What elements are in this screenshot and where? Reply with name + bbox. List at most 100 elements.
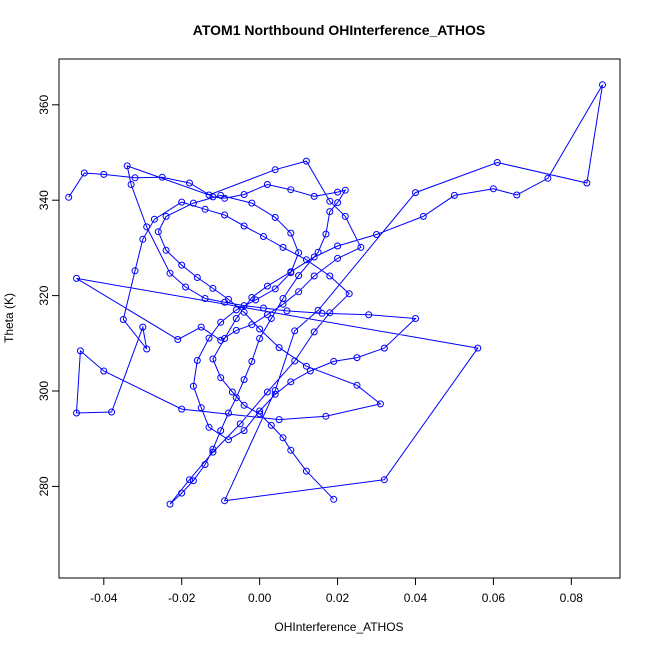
data-point: [248, 357, 256, 365]
x-tick-label: 0.06: [482, 591, 506, 605]
y-axis-label: Theta (K): [2, 293, 16, 343]
data-point: [302, 467, 310, 475]
data-point: [353, 354, 361, 362]
data-point: [256, 410, 264, 418]
data-point: [232, 326, 240, 334]
data-point: [330, 495, 338, 503]
data-point: [326, 272, 334, 280]
data-point: [287, 378, 295, 386]
data-point: [240, 427, 248, 435]
data-point: [256, 325, 264, 333]
data-point: [544, 174, 552, 182]
data-point: [143, 345, 151, 353]
data-point: [295, 249, 303, 257]
data-point: [330, 357, 338, 365]
data-point: [139, 323, 147, 331]
data-point: [322, 412, 330, 420]
data-point: [412, 189, 419, 197]
data-point: [283, 307, 291, 315]
data-point: [260, 304, 267, 312]
data-point: [334, 188, 342, 196]
data-point: [174, 336, 182, 343]
data-point: [232, 306, 240, 314]
data-point: [186, 476, 193, 484]
data-point: [209, 193, 217, 201]
data-point: [271, 285, 279, 293]
data-point: [100, 367, 108, 375]
data-point: [322, 230, 330, 238]
data-point: [225, 436, 232, 444]
data-point: [193, 274, 201, 281]
data-point: [205, 191, 213, 199]
data-point: [100, 170, 108, 178]
data-point: [365, 311, 373, 319]
data-point: [412, 315, 419, 322]
data-point: [217, 336, 225, 344]
x-tick-label: 0.02: [326, 591, 350, 605]
data-point: [599, 81, 606, 89]
data-point: [123, 162, 131, 170]
data-point: [240, 308, 248, 316]
data-point: [209, 284, 217, 292]
y-tick-label: 280: [37, 476, 51, 496]
data-point: [221, 298, 229, 306]
y-tick-label: 320: [37, 285, 51, 305]
data-point: [345, 290, 353, 298]
data-point: [186, 179, 193, 187]
data-point: [291, 327, 299, 335]
data-point: [287, 186, 295, 194]
data-point: [178, 198, 186, 206]
data-point: [256, 335, 264, 342]
x-tick-label: 0.04: [404, 591, 428, 605]
data-point: [263, 282, 271, 290]
data-point: [583, 179, 591, 187]
data-point: [197, 323, 205, 331]
data-point: [139, 235, 147, 243]
data-point: [295, 288, 303, 296]
data-point: [240, 222, 248, 230]
data-point: [326, 309, 334, 317]
data-point: [228, 388, 236, 396]
y-tick-label: 340: [37, 190, 51, 210]
data-point: [162, 212, 170, 220]
data-point: [306, 367, 314, 375]
data-point: [189, 382, 197, 390]
data-point: [263, 388, 271, 396]
data-point: [256, 407, 264, 415]
data-point: [287, 229, 295, 237]
data-point: [341, 212, 349, 220]
data-point: [158, 173, 166, 181]
data-point: [302, 256, 310, 264]
data-point: [302, 362, 310, 370]
data-point: [232, 315, 240, 322]
data-point: [326, 197, 334, 205]
data-point: [108, 408, 116, 416]
data-point: [73, 274, 80, 282]
data-point: [513, 191, 521, 199]
data-point: [279, 243, 287, 251]
data-point: [76, 347, 84, 355]
data-point: [380, 344, 388, 352]
data-point: [279, 300, 287, 308]
data-point: [178, 489, 186, 497]
data-point: [150, 215, 158, 223]
x-axis: -0.04 -0.02 0.00 0.02 0.04 0.06 0.08: [90, 577, 583, 605]
data-point: [221, 211, 229, 219]
data-point: [450, 191, 458, 199]
data-point: [248, 321, 256, 329]
data-point: [310, 272, 318, 280]
data-point: [275, 416, 283, 424]
data-point: [263, 181, 271, 188]
data-point: [474, 344, 482, 352]
data-point: [291, 357, 299, 365]
data-point: [489, 185, 497, 193]
data-point: [419, 212, 427, 220]
data-point: [271, 166, 279, 174]
data-point: [314, 306, 322, 314]
data-point: [341, 186, 349, 194]
data-point: [205, 423, 213, 431]
data-point: [166, 500, 174, 508]
data-point: [357, 243, 365, 251]
data-point: [189, 199, 197, 207]
data-point: [271, 390, 279, 398]
